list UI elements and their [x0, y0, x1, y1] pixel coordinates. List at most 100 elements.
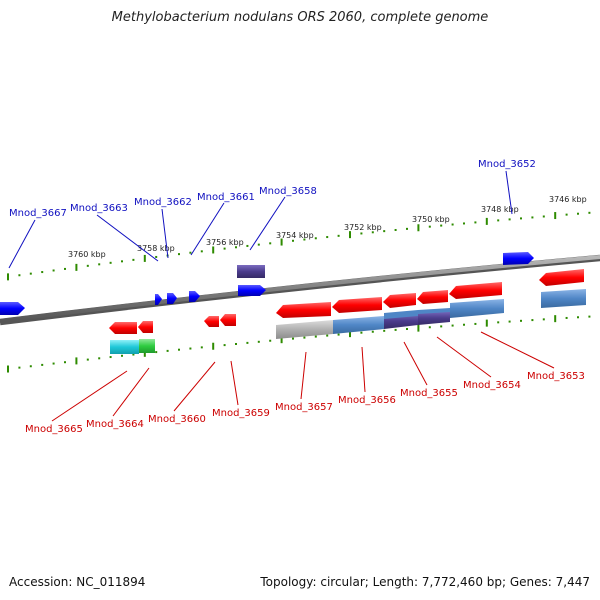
- minor-tick: [86, 358, 89, 361]
- minor-tick: [451, 324, 454, 327]
- minor-tick: [326, 334, 329, 337]
- minor-tick: [394, 228, 397, 231]
- minor-tick: [41, 363, 44, 366]
- major-tick: [485, 217, 488, 225]
- minor-tick: [29, 272, 32, 275]
- minor-tick: [360, 232, 363, 235]
- gene-label[interactable]: Mnod_3653: [527, 371, 585, 382]
- forward-callout-lines: [8, 170, 513, 269]
- minor-tick: [440, 325, 443, 328]
- protein-domain-block: [418, 308, 450, 314]
- minor-tick: [463, 222, 465, 225]
- minor-tick: [474, 322, 477, 325]
- protein-domain-block: [110, 340, 139, 354]
- minor-tick: [109, 356, 112, 359]
- genome-title: Methylobacterium nodulans ORS 2060, comp…: [111, 10, 489, 25]
- minor-tick: [383, 230, 386, 233]
- minor-tick: [508, 218, 511, 221]
- gene-label[interactable]: Mnod_3667: [9, 208, 67, 219]
- minor-tick: [371, 330, 374, 333]
- minor-tick: [292, 239, 294, 242]
- gene-arrow-reverse[interactable]: [220, 314, 236, 326]
- major-tick: [212, 342, 215, 350]
- gene-arrow-reverse[interactable]: [539, 269, 584, 286]
- minor-tick: [166, 349, 169, 352]
- gene-arrow-forward[interactable]: [155, 294, 162, 305]
- scale-label: 3754 kbp: [276, 231, 314, 240]
- reverse-strand-genes: [109, 269, 584, 334]
- gene-arrow-reverse[interactable]: [332, 297, 382, 313]
- gene-arrow-reverse[interactable]: [383, 293, 416, 308]
- major-tick: [349, 231, 351, 239]
- minor-tick: [18, 274, 21, 277]
- minor-tick: [406, 227, 408, 230]
- gene-label[interactable]: Mnod_3660: [148, 414, 206, 425]
- accession-text: Accession: NC_011894: [9, 575, 146, 589]
- minor-tick: [178, 253, 180, 256]
- gene-label[interactable]: Mnod_3657: [275, 402, 333, 413]
- minor-tick: [508, 320, 511, 323]
- gene-label[interactable]: Mnod_3662: [134, 197, 192, 208]
- gene-arrow-forward[interactable]: [503, 252, 534, 265]
- protein-domain-track: [110, 289, 586, 354]
- scale-label: 3758 kbp: [137, 244, 175, 253]
- minor-tick: [531, 216, 534, 219]
- gene-arrow-reverse[interactable]: [109, 322, 137, 334]
- minor-tick: [132, 353, 135, 356]
- gene-arrow-forward[interactable]: [238, 285, 266, 296]
- minor-tick: [588, 315, 591, 318]
- protein-domain-block: [276, 320, 333, 339]
- scale-label: 3760 kbp: [68, 250, 106, 259]
- inner-scale-ticks: [7, 315, 591, 373]
- minor-tick: [394, 328, 397, 331]
- minor-tick: [337, 333, 340, 336]
- minor-tick: [360, 331, 363, 334]
- gene-arrow-forward[interactable]: [189, 291, 200, 302]
- minor-tick: [497, 219, 500, 222]
- gene-label[interactable]: Mnod_3652: [478, 159, 536, 170]
- minor-tick: [577, 316, 579, 319]
- minor-tick: [588, 211, 591, 214]
- gene-label[interactable]: Mnod_3665: [25, 424, 83, 435]
- minor-tick: [52, 362, 55, 365]
- minor-tick: [189, 251, 192, 254]
- gene-label[interactable]: Mnod_3656: [338, 395, 396, 406]
- minor-tick: [428, 225, 431, 228]
- genome-summary-text: Topology: circular; Length: 7,772,460 bp…: [260, 575, 590, 589]
- major-tick: [212, 246, 215, 254]
- minor-tick: [269, 242, 272, 245]
- minor-tick: [326, 236, 329, 239]
- gene-arrow-forward[interactable]: [167, 293, 177, 304]
- gene-arrow-reverse[interactable]: [276, 302, 331, 318]
- minor-tick: [314, 237, 317, 240]
- minor-tick: [235, 246, 237, 249]
- gene-arrow-reverse[interactable]: [449, 282, 502, 299]
- major-tick: [417, 224, 420, 232]
- gene-arrow-reverse[interactable]: [138, 321, 153, 333]
- minor-tick: [109, 261, 112, 264]
- gene-label[interactable]: Mnod_3663: [70, 203, 128, 214]
- minor-tick: [200, 346, 203, 349]
- gene-label[interactable]: Mnod_3658: [259, 186, 317, 197]
- gene-label[interactable]: Mnod_3664: [86, 419, 144, 430]
- protein-domain-block: [333, 316, 384, 334]
- gene-label[interactable]: Mnod_3655: [400, 388, 458, 399]
- gene-arrow-forward[interactable]: [0, 302, 25, 315]
- gene-arrow-reverse[interactable]: [204, 316, 219, 327]
- minor-tick: [155, 351, 158, 354]
- minor-tick: [565, 213, 568, 216]
- gene-label[interactable]: Mnod_3654: [463, 380, 521, 391]
- reverse-gene-labels: Mnod_3665 Mnod_3664 Mnod_3660 Mnod_3659 …: [25, 371, 585, 435]
- genome-backbone-highlight: [0, 255, 600, 323]
- minor-tick: [132, 258, 135, 261]
- minor-tick: [223, 247, 226, 250]
- minor-tick: [98, 263, 101, 266]
- gene-label[interactable]: Mnod_3661: [197, 192, 255, 203]
- gene-label[interactable]: Mnod_3659: [212, 408, 270, 419]
- minor-tick: [29, 365, 32, 368]
- minor-tick: [520, 319, 522, 322]
- scale-label: 3746 kbp: [549, 195, 587, 204]
- minor-tick: [121, 260, 123, 263]
- gene-arrow-reverse[interactable]: [417, 290, 448, 304]
